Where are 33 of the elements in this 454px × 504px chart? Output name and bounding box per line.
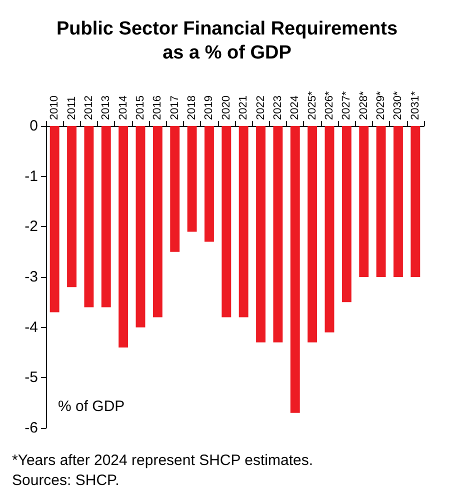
x-tick-label: 2026* [324, 90, 336, 120]
x-tick-label: 2021 [238, 96, 250, 120]
x-tick-label: 2029* [375, 90, 388, 120]
y-axis-title: % of GDP [58, 398, 125, 415]
y-tick-label: -3 [24, 268, 38, 286]
chart-title: Public Sector Financial Requirements as a % of GDP [56, 18, 398, 64]
y-tick-label: -6 [24, 420, 38, 436]
x-tick-label: 2020 [220, 96, 232, 120]
x-tick-label: 2014 [117, 96, 130, 120]
x-tick-label: 2022 [254, 96, 267, 120]
y-tick-label: -1 [24, 168, 38, 185]
x-tick-label: 2024 [289, 96, 302, 120]
x-tick-label: 2011 [66, 96, 78, 120]
y-tick-label: 0 [30, 118, 38, 134]
x-tick-label: 2030* [392, 90, 404, 120]
x-tick-label: 2015 [134, 96, 146, 120]
x-tick-label: 2031* [409, 90, 422, 120]
x-tick-label: 2025* [306, 90, 318, 120]
x-tick-label: 2018 [186, 96, 198, 120]
x-tick-label: 2016 [152, 96, 164, 120]
x-tick-label: 2013 [100, 96, 112, 120]
source-note: Sources: SHCP. [12, 472, 120, 489]
y-tick-label: -2 [24, 218, 38, 236]
x-tick-label: 2028* [358, 90, 370, 120]
x-tick-label: 2017 [168, 96, 181, 120]
x-tick-label: 2027* [340, 90, 353, 120]
x-tick-label: 2019 [203, 96, 216, 120]
x-tick-label: 2023 [272, 96, 284, 120]
y-tick-label: -5 [24, 369, 38, 386]
text: *Years after 2024 represent SHCP estimates. [12, 452, 313, 469]
y-tick-label: -4 [24, 318, 38, 336]
x-tick-label: 2010 [48, 96, 61, 120]
x-tick-label: 2012 [82, 96, 95, 120]
